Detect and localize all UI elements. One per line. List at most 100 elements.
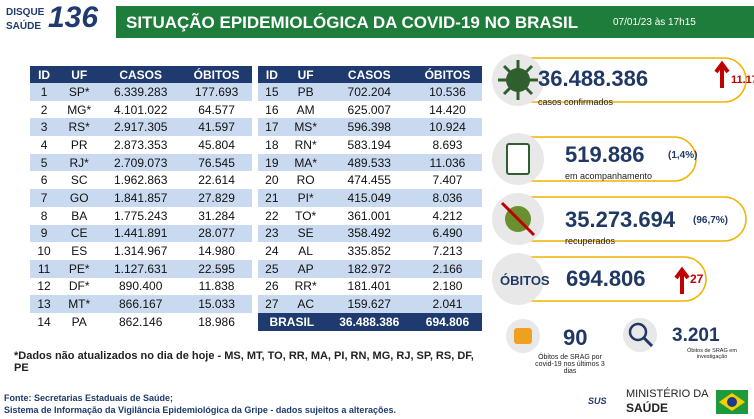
row: 17 MS* 596.398 10.924 [258,118,482,137]
cell: TO* [295,208,317,223]
logo-text: DISQUE [6,7,45,18]
cell: 181.401 [347,279,391,294]
cell: 2.041 [412,295,482,313]
cell: 2.180 [432,279,463,294]
row: 1 SP* 6.339.283 177.693 [30,83,252,101]
cell: 41.597 [181,118,252,137]
cell: 24 [265,244,279,259]
cell: 26 [265,279,279,294]
cell: 1.962.863 [114,173,168,188]
cell: 14 [37,314,51,329]
source: Fonte: Secretarias Estaduais de Saúde; [4,393,174,403]
cell: 1.841.857 [100,189,182,207]
row: 16 AM 625.007 14.420 [258,101,482,119]
cell: 23 [258,224,286,243]
cell: 28.077 [181,224,252,243]
deaths-value: 694.806 [566,266,646,291]
cell: PR [70,137,88,152]
monitoring-pct: (1,4%) [668,150,698,161]
cell: 21 [258,189,286,207]
cell: 9 [30,224,59,243]
cell: PA [71,314,87,329]
cell: 890.400 [119,279,163,294]
cell: PI* [285,189,326,207]
cell: 8 [40,208,48,223]
header-cell: UF [285,66,326,83]
recovered-pct: (96,7%) [693,215,729,226]
cell: 18.986 [198,314,235,329]
header-cell: ÓBITOS [412,66,482,83]
cell: 27 [258,295,286,313]
header-row: ID UF CASOS ÓBITOS [30,66,252,83]
cases-value: 36.488.386 [538,66,649,91]
cell: 702.204 [325,83,413,101]
cell: 10.536 [412,83,482,101]
cell: RO [296,173,315,188]
srag-value: 90 [563,325,588,350]
footnote: *Dados não atualizados no dia de hoje - … [14,350,474,374]
cell: 1.314.967 [114,244,168,259]
title: SITUAÇÃO EPIDEMIOLÓGICA DA COVID-19 NO B… [126,13,579,32]
cell: 1 [30,83,59,101]
investigation-value: 3.201 [672,325,720,346]
cell: 8.036 [412,189,482,207]
cell: 2.709.073 [100,153,182,172]
row: 27 AC 159.627 2.041 [258,295,482,313]
row: 18 RN* 583.194 8.693 [258,136,482,154]
cell: 6 [40,173,48,188]
cell: 5 [30,153,59,172]
cell: 335.852 [347,244,391,259]
row: 5 RJ* 2.709.073 76.545 [30,153,252,172]
cell: 18 [265,137,279,152]
header-cell: ID [258,66,286,83]
cell: 596.398 [325,118,413,137]
cell: 17 [258,118,286,137]
monitoring-label: em acompanhamento [565,171,653,181]
cell: 31.284 [198,208,235,223]
cell: 10.924 [412,118,482,137]
cell: 862.146 [119,314,163,329]
cell: AP [285,259,326,278]
cell: 2.166 [412,259,482,278]
deaths-new: 27 [690,272,704,286]
cell: 2.873.353 [114,137,168,152]
cell: 22.595 [181,259,252,278]
row: 13 MT* 866.167 15.033 [30,295,252,313]
table-left: ID UF CASOS ÓBITOS 1 SP* 6.339.283 177.693 2 MG* 4… [30,66,252,331]
cell: 474.455 [347,173,391,188]
cell: 6.490 [412,224,482,243]
cell: 10 [37,244,51,259]
cell: AM [296,102,315,117]
cell: 13 [30,295,59,313]
cell: 4.101.022 [114,102,168,117]
date: 07/01/23 às 17h15 [613,17,696,28]
cell: ES [71,244,88,259]
cell: 14.420 [429,102,466,117]
header-cell: UF [58,66,101,83]
cell: RJ* [58,153,101,172]
cell: 1.775.243 [114,208,168,223]
cell: MA* [285,153,326,172]
row: 19 MA* 489.533 11.036 [258,153,482,172]
cell: 4.212 [432,208,463,223]
row: 11 PE* 1.127.631 22.595 [30,259,252,278]
cell: 7 [30,189,59,207]
row: 3 RS* 2.917.305 41.597 [30,118,252,137]
cell: 361.001 [347,208,391,223]
cell: 2 [40,102,48,117]
icons [492,54,747,353]
cell: 177.693 [181,83,252,101]
cell: PE* [58,259,101,278]
logo: DISQUE SAÚDE 136 [4,1,112,38]
cell: 1.441.891 [100,224,182,243]
row: 23 SE 358.492 6.490 [258,224,482,243]
cell: 22.614 [198,173,235,188]
cell: 7.213 [432,244,463,259]
cell: AL [298,244,313,259]
sus-logo: SUS [588,396,607,406]
cell: 1.127.631 [100,259,182,278]
cell: 182.972 [325,259,413,278]
monitoring-value: 519.886 [565,142,645,167]
cell: 3 [30,118,59,137]
